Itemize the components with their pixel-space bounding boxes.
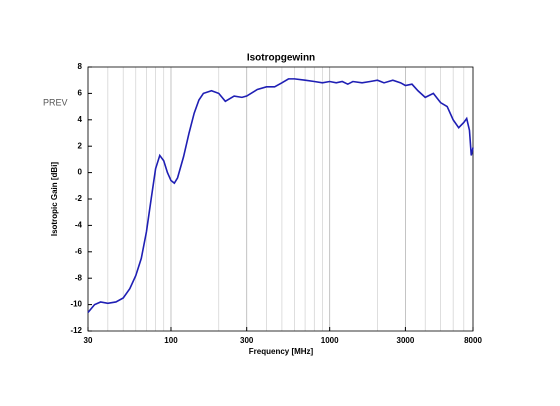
x-tick-label: 100 [164, 336, 178, 345]
chart-title: Isotropgewinn [247, 53, 315, 64]
y-tick-label: 6 [78, 89, 83, 98]
y-tick-label: -4 [75, 221, 83, 230]
x-tick-label: 30 [84, 336, 93, 345]
x-tick-label: 3000 [397, 336, 415, 345]
y-tick-label: -6 [75, 247, 83, 256]
y-tick-label: 8 [78, 62, 83, 71]
y-tick-label: 2 [78, 141, 83, 150]
x-tick-label: 1000 [321, 336, 339, 345]
plot-frame [87, 66, 474, 332]
y-tick-label: -8 [75, 273, 83, 282]
line-series [87, 78, 474, 314]
x-axis-label: Frequency [MHz] [249, 347, 314, 356]
x-tick-label: 8000 [464, 336, 482, 345]
y-tick-label: -12 [70, 326, 82, 335]
y-axis-label: Isotropic Gain [dBi] [50, 162, 59, 237]
prev-button[interactable]: PREV [43, 97, 68, 107]
y-tick-label: 4 [78, 115, 83, 124]
y-tick-label: -2 [75, 194, 83, 203]
y-tick-label: -10 [70, 300, 82, 309]
x-tick-label: 300 [240, 336, 254, 345]
y-tick-label: 0 [78, 168, 83, 177]
